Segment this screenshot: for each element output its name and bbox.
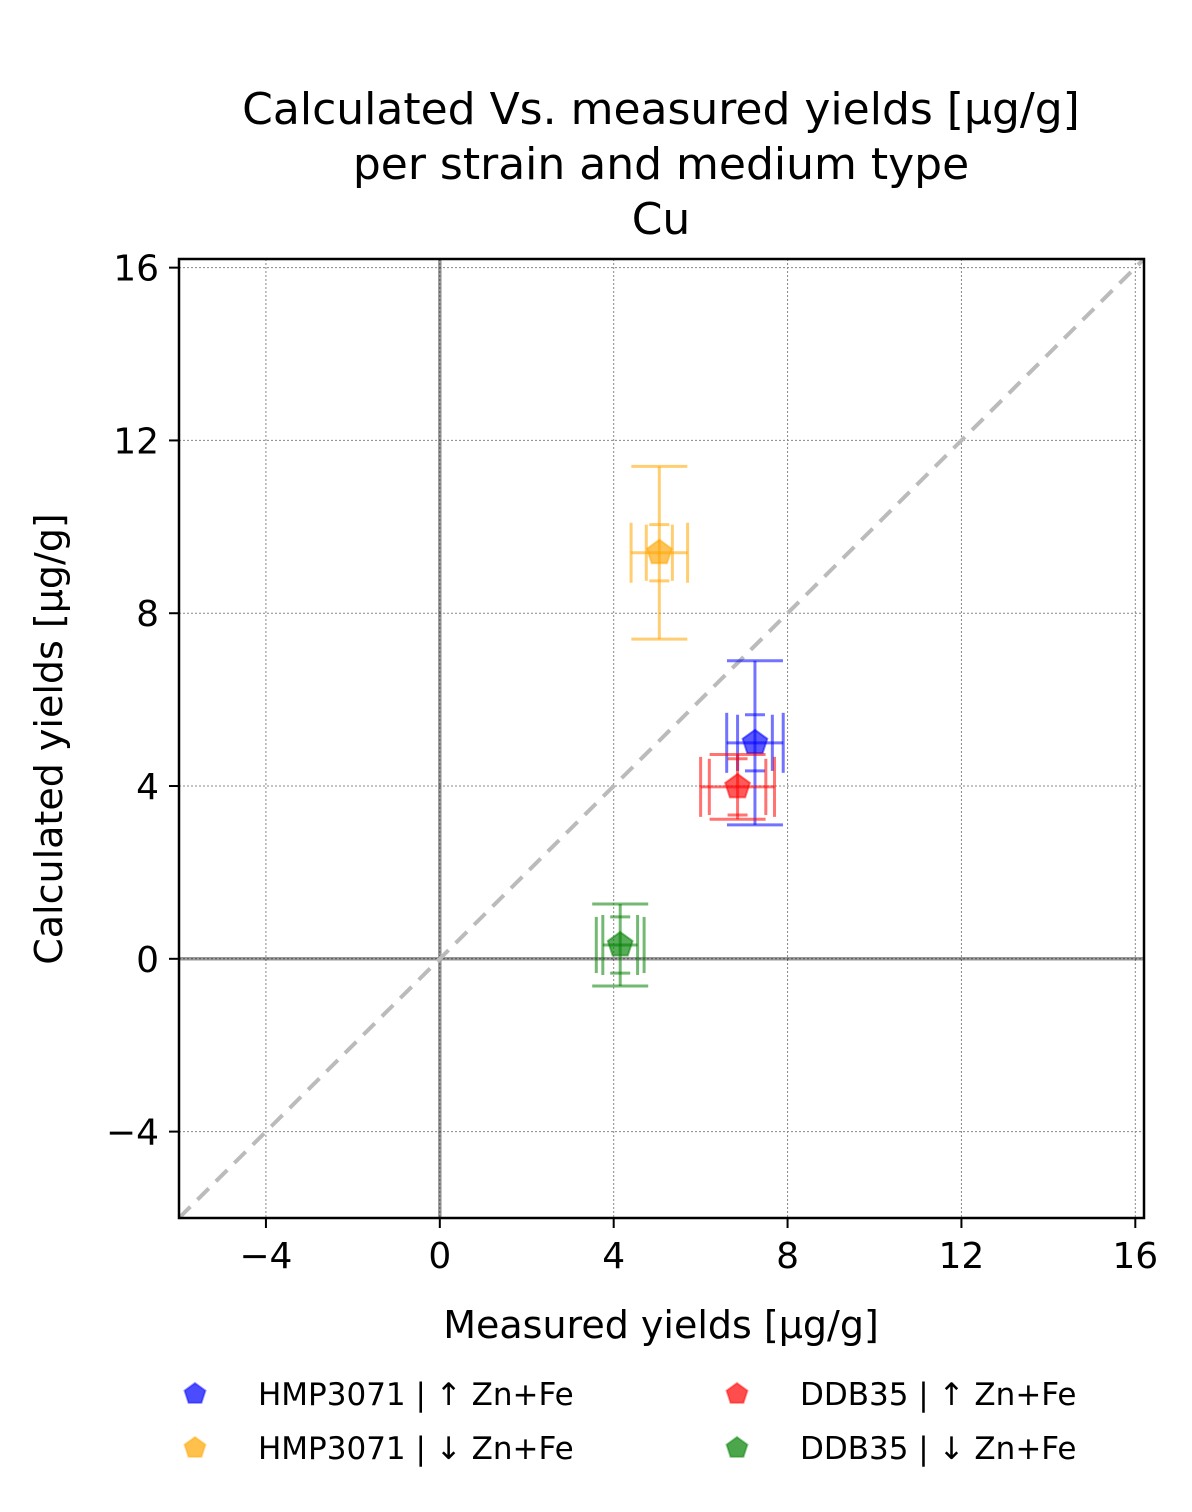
legend-marker (725, 1435, 749, 1458)
y-tick-label: 8 (136, 594, 159, 635)
title-line-2: per strain and medium type (353, 139, 969, 190)
data-series (629, 464, 690, 641)
chart-title: Calculated Vs. measured yields [µg/g] pe… (242, 84, 1080, 245)
grid (179, 259, 1144, 1218)
x-tick-label: 12 (939, 1236, 985, 1277)
data-series (592, 902, 649, 988)
y-tick-label: 16 (113, 249, 159, 290)
legend-label: HMP3071 | ↑ Zn+Fe (258, 1377, 574, 1413)
data-point-marker (645, 538, 673, 565)
x-axis-label: Measured yields [µg/g] (443, 1303, 879, 1347)
x-tick-label: 16 (1112, 1236, 1158, 1277)
y-axis-label: Calculated yields [µg/g] (27, 513, 71, 965)
x-tick-label: 8 (776, 1236, 799, 1277)
data-point-marker (741, 728, 769, 755)
legend-entry: HMP3071 | ↓ Zn+Fe (183, 1431, 574, 1467)
y-tick-label: 4 (136, 767, 159, 808)
data-point-marker (724, 772, 752, 799)
data-series (699, 752, 777, 821)
ticks: −4 0 4 8 12 16 −4 0 4 8 12 16 (106, 249, 1158, 1277)
title-line-1: Calculated Vs. measured yields [µg/g] (242, 84, 1080, 135)
legend-entry: DDB35 | ↓ Zn+Fe (725, 1431, 1077, 1467)
reference-lines (177, 257, 1146, 1220)
plot-frame (177, 257, 1146, 1220)
legend-label: DDB35 | ↑ Zn+Fe (800, 1377, 1077, 1413)
y-tick-label: 12 (113, 421, 159, 462)
title-line-3: Cu (632, 194, 691, 245)
legend: HMP3071 | ↑ Zn+Fe HMP3071 | ↓ Zn+Fe DDB35 … (183, 1377, 1077, 1467)
legend-label: HMP3071 | ↓ Zn+Fe (258, 1431, 574, 1467)
data-point-marker (606, 930, 634, 957)
data-points (592, 464, 785, 988)
identity-line (177, 257, 1146, 1220)
y-tick-label: 0 (136, 940, 159, 981)
y-tick-label: −4 (106, 1113, 159, 1154)
x-tick-label: 4 (602, 1236, 625, 1277)
x-tick-label: −4 (239, 1236, 292, 1277)
legend-entry: DDB35 | ↑ Zn+Fe (725, 1377, 1077, 1413)
legend-label: DDB35 | ↓ Zn+Fe (800, 1431, 1077, 1467)
legend-entry: HMP3071 | ↑ Zn+Fe (183, 1377, 574, 1413)
legend-marker (183, 1381, 207, 1404)
x-tick-label: 0 (428, 1236, 451, 1277)
legend-marker (183, 1435, 207, 1458)
legend-marker (725, 1381, 749, 1404)
